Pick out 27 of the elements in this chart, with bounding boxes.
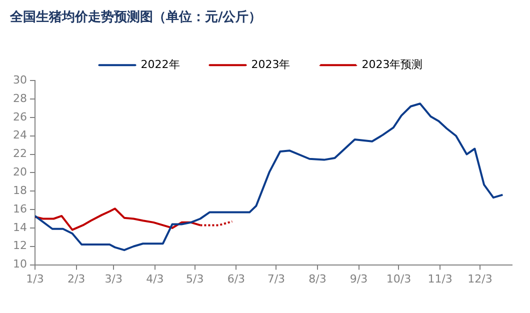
legend-label: 2023年预测 bbox=[362, 58, 423, 71]
y-tick-label: 12 bbox=[12, 239, 27, 252]
x-tick-label: 12/3 bbox=[468, 272, 492, 286]
y-tick-label: 28 bbox=[12, 92, 27, 105]
y-tick-label: 22 bbox=[12, 147, 27, 160]
y-tick-label: 20 bbox=[12, 166, 27, 179]
x-tick-label: 2/3 bbox=[67, 272, 86, 286]
y-tick-label: 18 bbox=[12, 184, 27, 197]
x-tick-label: 7/3 bbox=[267, 272, 286, 286]
x-tick-label: 4/3 bbox=[146, 272, 164, 286]
x-tick-label: 8/3 bbox=[308, 272, 326, 286]
y-tick-label: 26 bbox=[12, 110, 27, 124]
y-tick-label: 30 bbox=[12, 73, 27, 86]
x-tick-label: 11/3 bbox=[428, 272, 452, 286]
y-tick-label: 10 bbox=[12, 258, 27, 271]
x-tick-label: 6/3 bbox=[227, 272, 246, 286]
y-tick-label: 16 bbox=[12, 202, 27, 216]
chart-title: 全国生猪均价走势预测图（单位：元/公斤） bbox=[9, 9, 262, 26]
x-tick-label: 1/3 bbox=[26, 272, 44, 286]
y-tick-label: 14 bbox=[12, 220, 27, 234]
x-tick-label: 9/3 bbox=[350, 272, 368, 286]
x-tick-label: 10/3 bbox=[386, 272, 412, 286]
legend-label: 2022年 bbox=[140, 58, 180, 71]
x-tick-label: 3/3 bbox=[104, 272, 122, 286]
y-tick-label: 24 bbox=[12, 128, 27, 142]
legend-label: 2023年 bbox=[251, 58, 290, 71]
x-tick-label: 5/3 bbox=[186, 272, 204, 286]
